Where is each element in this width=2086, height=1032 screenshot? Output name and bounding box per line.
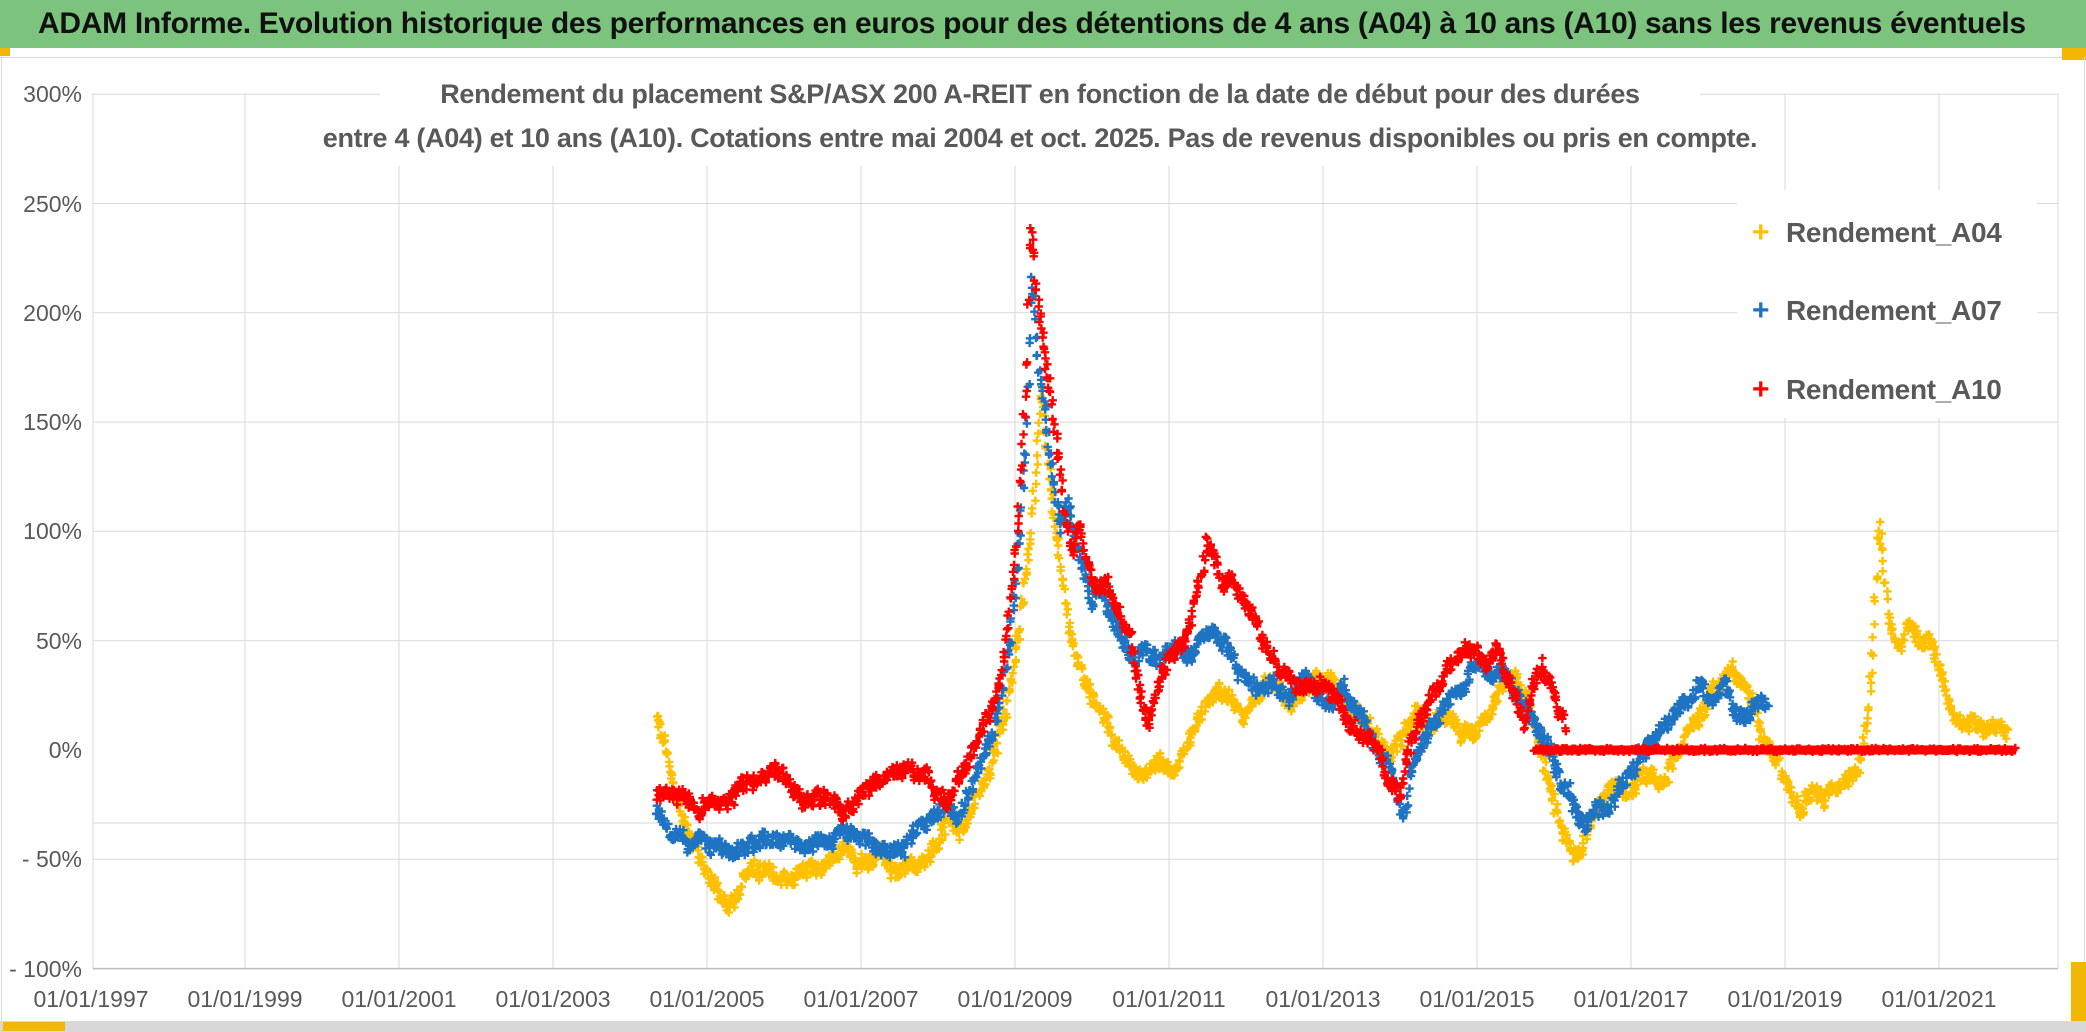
series-Rendement_A10: [652, 224, 2020, 825]
header-divider: [0, 48, 2086, 58]
legend-entry-a04: + Rendement_A04: [1752, 213, 2002, 253]
y-tick-label-50: 50%: [35, 627, 82, 654]
y-tick-label-100: 100%: [23, 518, 82, 545]
series-Rendement_A07: [651, 272, 1773, 863]
y-tick-label-250: 250%: [23, 190, 82, 217]
y-tick-label-300: 300%: [23, 81, 82, 108]
page-title: ADAM Informe. Evolution historique des p…: [38, 7, 2026, 40]
chart-border-left: [1, 57, 2, 1021]
x-tick-label-2011: 01/01/2011: [1112, 986, 1226, 1012]
x-tick-label-2013: 01/01/2013: [1265, 986, 1381, 1012]
gold-corner-top-right: [2062, 48, 2086, 60]
chart-title-line2: entre 4 (A04) et 10 ans (A10). Cotations…: [322, 123, 1758, 153]
x-tick-label-2009: 01/01/2009: [957, 986, 1073, 1012]
chart-border-right: [2084, 57, 2085, 1021]
data-series-layer: [651, 224, 2020, 917]
x-tick-label-2019: 01/01/2019: [1727, 986, 1843, 1012]
header-bar: ADAM Informe. Evolution historique des p…: [0, 0, 2086, 48]
legend-label: Rendement_A10: [1786, 374, 2002, 405]
chart-title: Rendement du placement S&P/ASX 200 A-REI…: [323, 66, 1758, 166]
legend-entry-a07: + Rendement_A07: [1752, 291, 2002, 331]
y-tick-label-0: 0%: [48, 737, 82, 763]
plus-marker-icon: +: [1752, 373, 1770, 406]
y-tick-label-200: 200%: [23, 299, 82, 326]
plus-marker-icon: +: [1752, 216, 1770, 249]
legend-label: Rendement_A04: [1786, 217, 2002, 248]
x-tick-label-2003: 01/01/2003: [495, 986, 611, 1012]
gold-corner-top-left: [0, 48, 10, 56]
legend-label: Rendement_A07: [1786, 295, 2002, 326]
gold-corner-bottom-right: [2071, 962, 2086, 1022]
x-tick-label-2001: 01/01/2001: [341, 986, 457, 1012]
x-tick-label-2015: 01/01/2015: [1419, 986, 1535, 1012]
x-tick-label-2021: 01/01/2021: [1881, 986, 1997, 1012]
x-tick-label-2007: 01/01/2007: [803, 986, 919, 1012]
y-tick-label-150: 150%: [23, 409, 82, 436]
x-tick-label-1999: 01/01/1999: [187, 986, 303, 1012]
plus-marker-icon: +: [1752, 294, 1770, 327]
bottom-strip: [0, 1021, 2086, 1032]
y-tick-label--100: - 100%: [9, 955, 82, 982]
y-tick-label--50: - 50%: [21, 846, 82, 873]
x-tick-label-2005: 01/01/2005: [649, 986, 765, 1012]
gold-tab-bottom-left: [3, 1022, 65, 1031]
chart-title-line1: Rendement du placement S&P/ASX 200 A-REI…: [440, 79, 1640, 109]
x-tick-label-2017: 01/01/2017: [1573, 986, 1689, 1012]
legend: + Rendement_A04 + Rendement_A07 + Rendem…: [1737, 190, 2037, 418]
legend-entry-a10: + Rendement_A10: [1752, 370, 2002, 410]
x-tick-label-1997: 01/01/1997: [33, 986, 149, 1012]
